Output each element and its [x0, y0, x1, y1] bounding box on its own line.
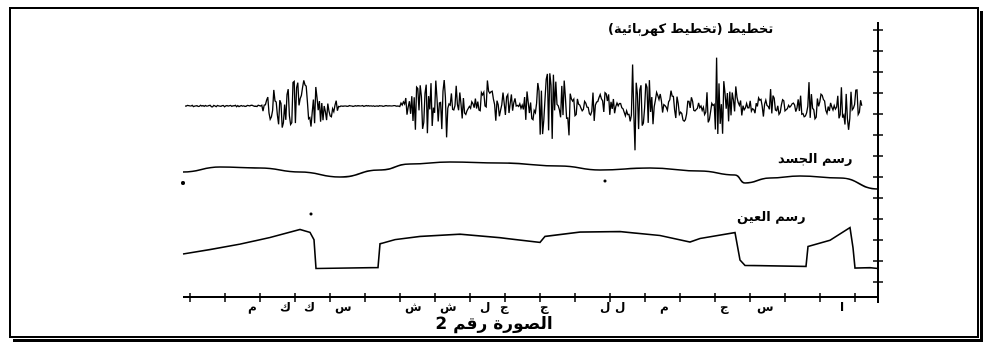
time-axis-mark: م — [248, 300, 257, 314]
time-axis-mark: ا — [840, 300, 845, 314]
time-axis-mark: ش — [440, 300, 457, 314]
eeg-label: تخطيط (تخطيط كهربائية) — [608, 22, 774, 37]
time-axis-mark: ج — [540, 300, 549, 314]
time-axis-mark: ج — [500, 300, 509, 314]
dot-marker — [603, 179, 607, 183]
body-trace — [182, 161, 879, 190]
time-axis-mark: ل — [480, 300, 491, 314]
frame-shadow — [13, 11, 983, 342]
time-axis-mark: س — [335, 300, 352, 314]
vertical-axis-ticks — [873, 29, 883, 283]
eye-label: رسم العين — [737, 210, 806, 225]
time-axis-mark: ش — [405, 300, 422, 314]
time-axis-mark: ل — [615, 300, 626, 314]
figure-caption: الصورة رقم 2 — [435, 314, 553, 334]
body-label: رسم الجسد — [778, 152, 853, 167]
time-axis-mark: ك — [280, 300, 291, 314]
time-axis-mark: م — [660, 300, 669, 314]
dot-marker — [309, 212, 313, 216]
time-axis-mark: س — [757, 300, 774, 314]
figure-frame — [9, 7, 979, 338]
time-axis-ticks — [189, 293, 856, 302]
eeg-trace — [184, 57, 863, 151]
time-axis-mark: ج — [720, 300, 729, 314]
time-axis-mark: ك — [304, 300, 315, 314]
dot-marker — [181, 181, 185, 185]
time-axis-mark: ل — [600, 300, 611, 314]
eye-trace — [182, 226, 879, 270]
